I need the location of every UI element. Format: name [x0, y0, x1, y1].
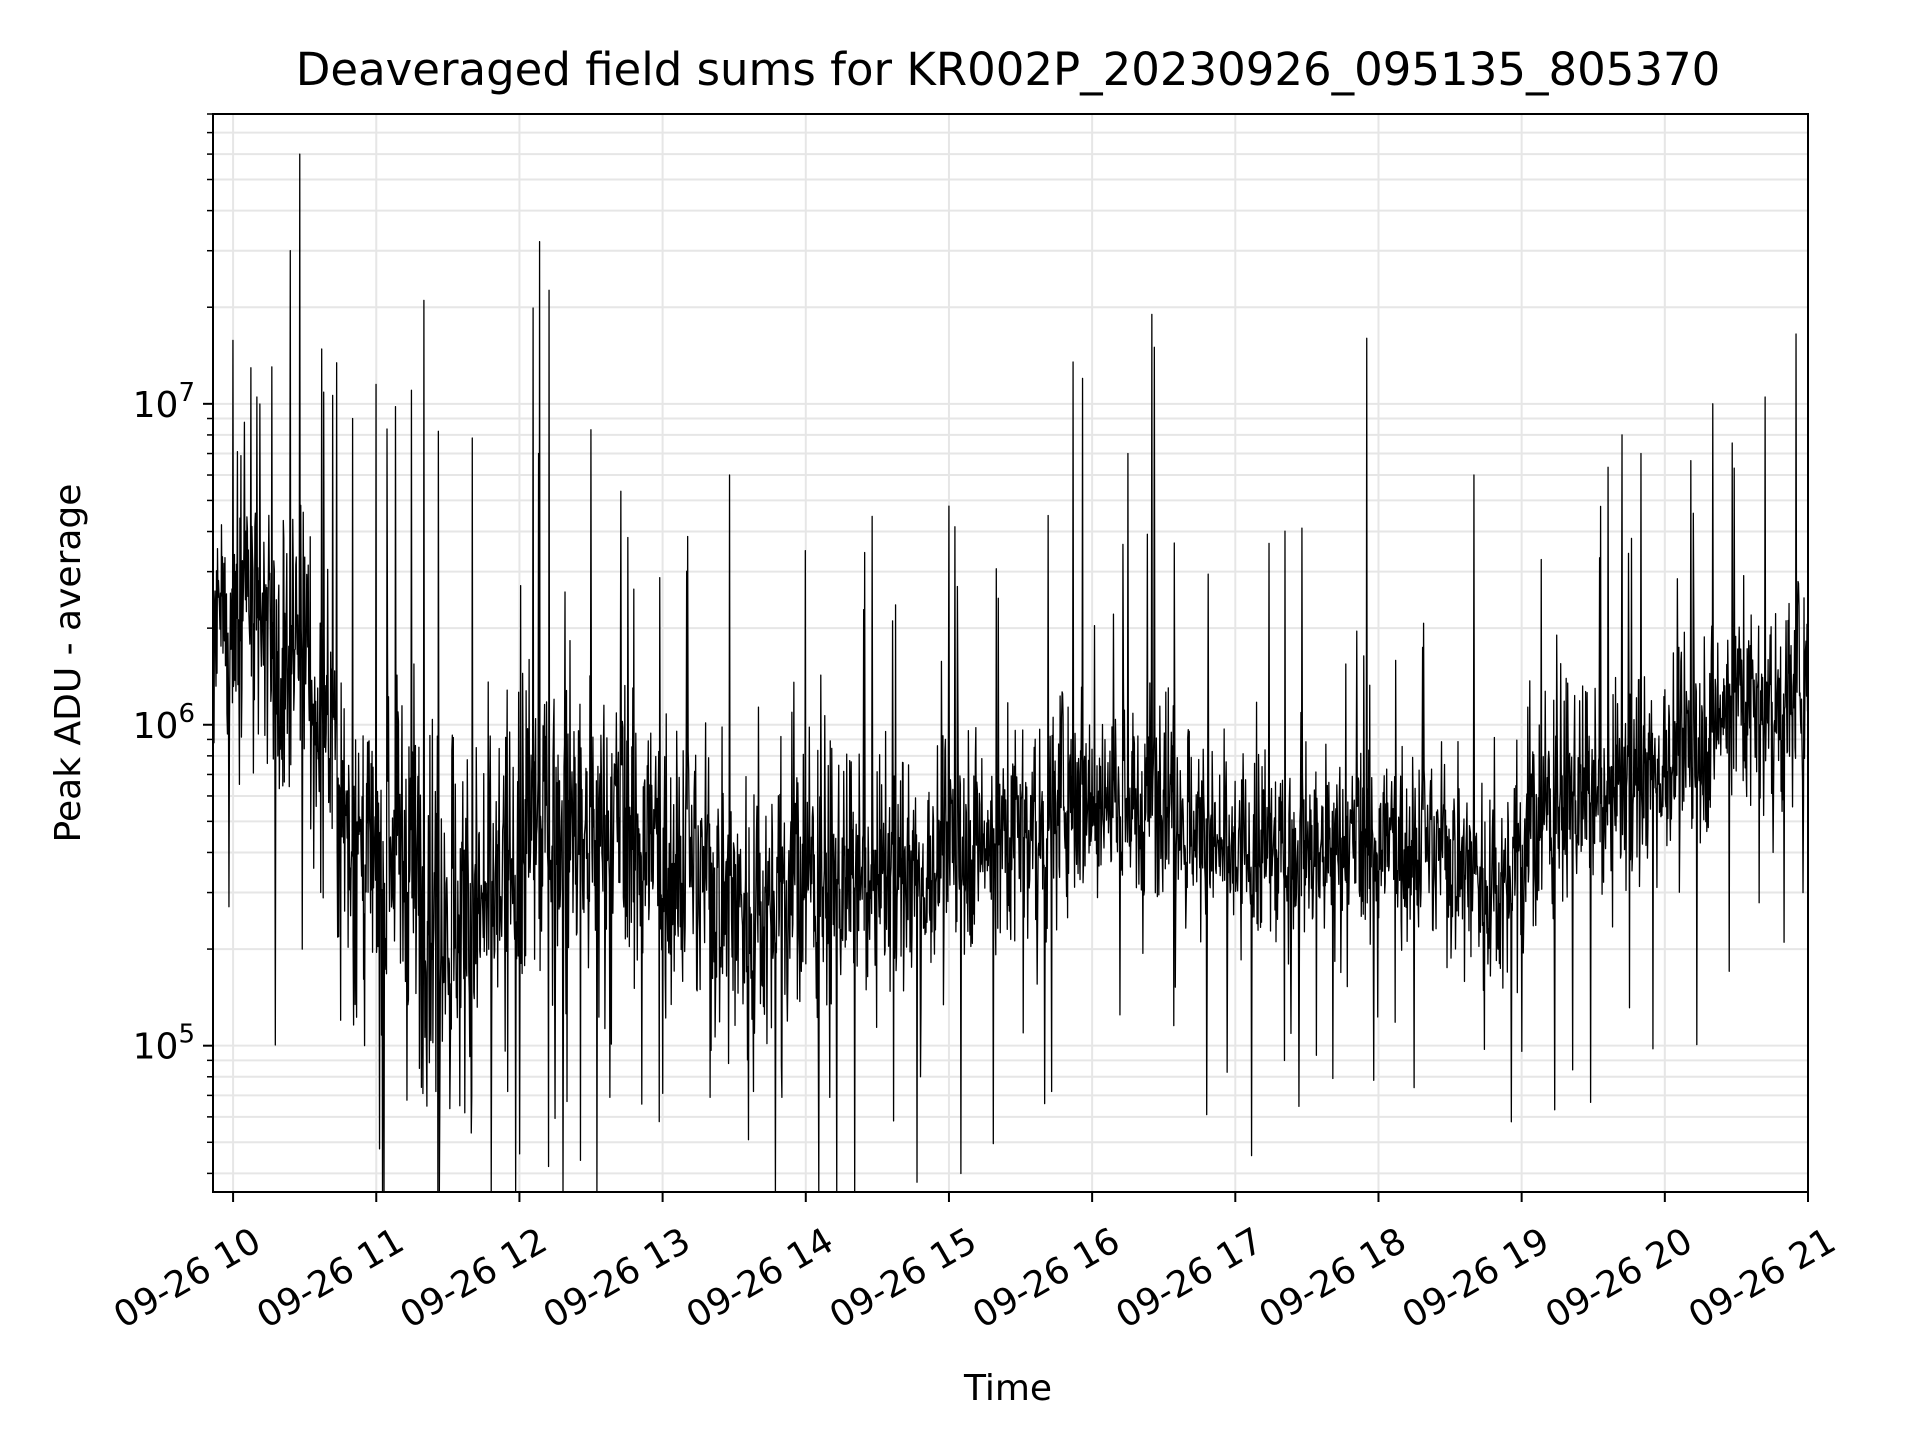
y-tick-label: 105: [133, 1020, 195, 1068]
chart-title: Deaveraged field sums for KR002P_2023092…: [296, 43, 1720, 96]
y-tick-label: 107: [133, 378, 195, 426]
series-line: [212, 153, 1809, 1193]
y-axis-label: Peak ADU - average: [48, 484, 89, 843]
y-tick-label: 106: [133, 699, 195, 747]
y-ticks: 105 106 107: [133, 113, 213, 1175]
x-axis-label: Time: [963, 1368, 1052, 1409]
series-layer: [212, 153, 1809, 1193]
plot-frame: [212, 113, 1809, 1193]
